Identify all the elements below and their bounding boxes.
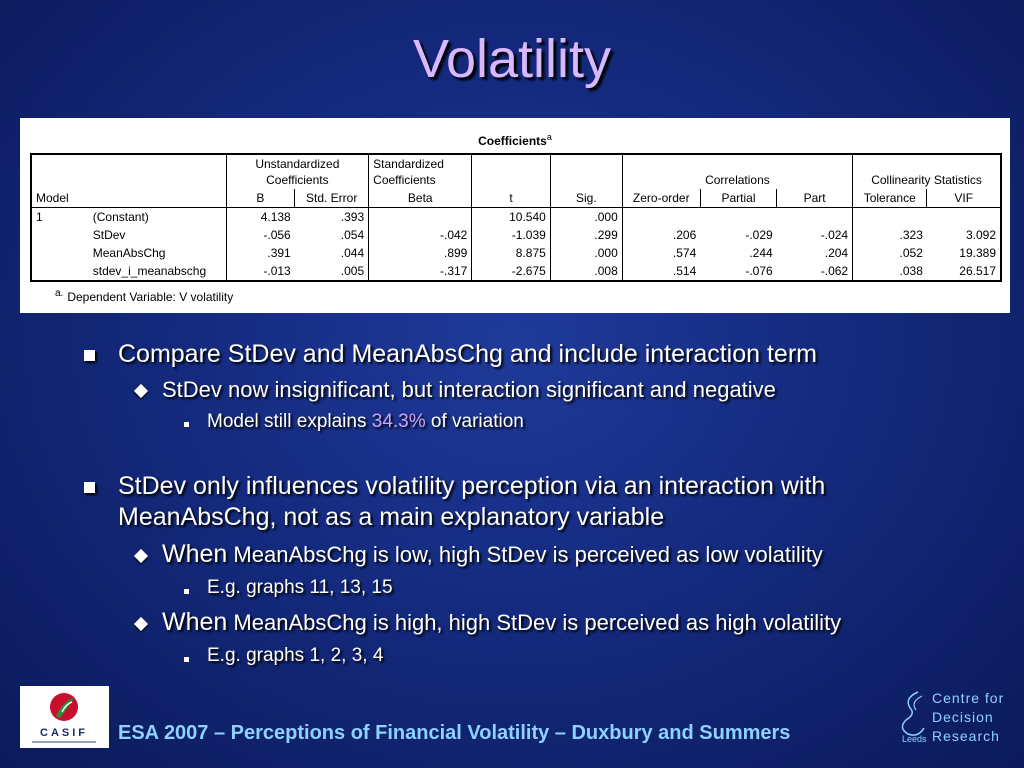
bullet-2-sub-1: When MeanAbsChg is low, high StDev is pe…	[162, 540, 823, 568]
bullet-2-sub-1-a: E.g. graphs 11, 13, 15	[207, 577, 393, 598]
small-square-bullet-icon	[184, 422, 189, 427]
diamond-bullet-icon	[133, 383, 149, 399]
col-vif: VIF	[926, 189, 1001, 208]
table-row: StDev -.056 .054 -.042 -1.039 .299 .206 …	[92, 226, 996, 244]
footnote-marker: a.	[55, 288, 64, 299]
bullet-2-line-1: StDev only influences volatility percept…	[118, 472, 826, 500]
col-b: B	[225, 189, 295, 208]
coefficients-table: Unstandardized Coefficients Standardized…	[30, 153, 1002, 282]
cdr-line-2: Decision	[932, 709, 994, 725]
col-partial: Partial	[699, 189, 777, 208]
table-caption-marker: a	[546, 132, 552, 142]
diamond-bullet-icon	[133, 616, 149, 632]
casif-logo-icon: CASIF	[32, 693, 96, 743]
small-square-bullet-icon	[184, 657, 189, 662]
col-part: Part	[776, 189, 853, 208]
slide-title: Volatility	[412, 29, 612, 89]
casif-logo: CASIF	[20, 686, 109, 748]
cdr-logo: Centre for Decision Research Leeds	[896, 688, 1016, 760]
svg-text:CASIF: CASIF	[40, 727, 88, 739]
coefficients-table-panel: Coefficientsa Unstandardized Coefficient…	[20, 118, 1010, 313]
col-zero-order: Zero-order	[621, 189, 701, 208]
diamond-bullet-icon	[133, 548, 149, 564]
bullet-2-sub-2: When MeanAbsChg is high, high StDev is p…	[162, 608, 842, 636]
bullet-1: Compare StDev and MeanAbsChg and include…	[118, 340, 817, 368]
cdr-line-1: Centre for	[932, 690, 1005, 706]
col-std-error: Std. Error	[294, 189, 369, 208]
bullet-1-sub-1-a: Model still explains 34.3% of variation	[207, 411, 524, 432]
col-t: t	[471, 189, 551, 208]
highlight-percentage: 34.3%	[371, 411, 426, 432]
cdr-leeds-label: Leeds	[902, 734, 927, 744]
cdr-swirl-icon	[901, 691, 925, 736]
table-footnote: a. Dependent Variable: V volatility	[55, 288, 233, 304]
header-standardized: Standardized Coefficients	[368, 154, 472, 189]
square-bullet-icon	[84, 482, 95, 493]
footer-text: ESA 2007 – Perceptions of Financial Vola…	[118, 722, 791, 744]
header-unstandardized: Unstandardized Coefficients	[225, 154, 369, 189]
col-beta: Beta	[368, 189, 472, 208]
footnote-text: Dependent Variable: V volatility	[67, 290, 234, 304]
bullet-2-line-2: MeanAbsChg, not as a main explanatory va…	[118, 503, 665, 531]
bullet-2-sub-2-a: E.g. graphs 1, 2, 3, 4	[207, 645, 384, 666]
square-bullet-icon	[84, 350, 95, 361]
header-collinearity: Collinearity Statistics	[852, 154, 1001, 189]
table-row: 1 (Constant) 4.138 .393 10.540 .000	[31, 207, 1001, 226]
table-caption-text: Coefficients	[478, 134, 547, 148]
col-tolerance: Tolerance	[852, 189, 927, 208]
table-row: MeanAbsChg .391 .044 .899 8.875 .000 .57…	[92, 244, 996, 262]
header-correlations: Correlations	[621, 154, 853, 189]
bullet-1-sub-1: StDev now insignificant, but interaction…	[162, 377, 776, 402]
small-square-bullet-icon	[184, 589, 189, 594]
col-sig: Sig.	[549, 189, 623, 208]
cdr-line-3: Research	[932, 728, 1000, 744]
table-caption: Coefficientsa	[20, 132, 1010, 148]
col-model: Model	[31, 189, 89, 208]
table-row: stdev_i_meanabschg -.013 .005 -.317 -2.6…	[31, 262, 1001, 281]
